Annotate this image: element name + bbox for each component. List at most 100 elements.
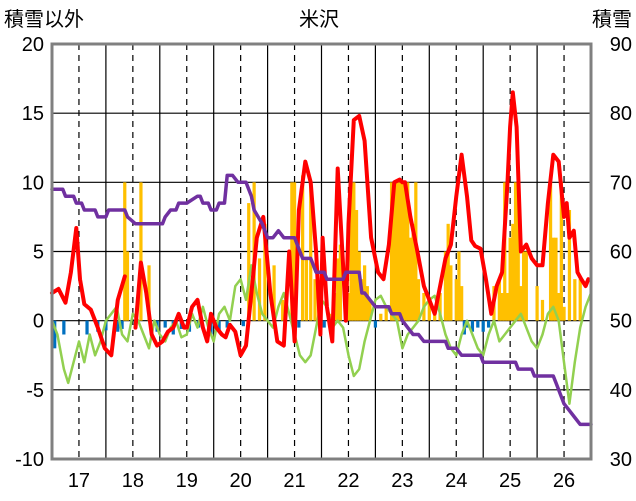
bar	[336, 258, 340, 321]
right-tick-label: 50	[610, 311, 632, 333]
left-tick-label: 15	[22, 103, 44, 125]
bar	[357, 251, 361, 321]
x-tick-label: 24	[445, 470, 467, 492]
bar	[508, 237, 512, 321]
bar	[567, 210, 572, 321]
bar	[272, 265, 276, 321]
bar	[163, 320, 167, 328]
series-line	[50, 173, 593, 427]
bar	[554, 237, 558, 321]
bar	[120, 320, 124, 329]
bar	[225, 320, 229, 328]
left-axis-label: 積雪以外	[4, 8, 84, 31]
left-axis-ticks: 20 15 10 5 0 -5 -10	[15, 34, 44, 471]
bar	[123, 182, 127, 321]
left-tick-label: 0	[33, 311, 44, 333]
bar	[389, 182, 394, 321]
x-tick-label: 23	[391, 470, 413, 492]
bar	[511, 223, 515, 321]
bar	[217, 320, 221, 331]
bar	[578, 279, 582, 321]
bar	[476, 320, 480, 328]
bar	[297, 320, 301, 328]
bar	[116, 320, 120, 332]
bar	[446, 223, 450, 321]
right-axis-ticks: 90 80 70 60 50 40 30	[610, 34, 632, 471]
x-tick-label: 22	[337, 470, 359, 492]
bar	[365, 286, 369, 321]
bar	[241, 320, 245, 327]
right-tick-label: 70	[610, 172, 632, 194]
bar	[457, 251, 461, 321]
bar	[290, 182, 294, 321]
left-tick-label: -10	[15, 449, 44, 471]
bar	[486, 320, 491, 328]
x-tick-label: 25	[499, 470, 521, 492]
bar	[500, 293, 504, 321]
x-tick-label: 19	[176, 470, 198, 492]
bar	[403, 189, 407, 321]
bar	[408, 237, 413, 321]
bar	[304, 258, 309, 321]
left-tick-label: -5	[26, 380, 44, 402]
chart-title: 米沢	[299, 8, 339, 31]
x-axis-ticks: 17 18 19 20 21 22 23 24 25 26	[68, 470, 575, 492]
bar	[368, 299, 372, 321]
bar	[360, 279, 364, 321]
bar	[53, 320, 57, 349]
bar	[562, 306, 566, 321]
bar	[398, 182, 402, 321]
bar	[301, 175, 305, 321]
bar	[460, 286, 464, 321]
bar	[535, 286, 539, 321]
bar	[522, 251, 526, 321]
x-tick-label: 18	[122, 470, 144, 492]
right-tick-label: 30	[610, 449, 632, 471]
x-tick-label: 26	[553, 470, 575, 492]
bar	[247, 203, 251, 321]
right-tick-label: 40	[610, 380, 632, 402]
bar	[406, 182, 410, 321]
bar	[147, 265, 151, 321]
series-line	[50, 90, 591, 358]
left-tick-label: 5	[33, 242, 44, 264]
bar	[505, 293, 510, 321]
bar	[548, 182, 553, 321]
bar	[551, 237, 555, 321]
bar	[263, 223, 267, 321]
bar	[349, 182, 353, 321]
bar	[573, 279, 577, 321]
plot-frame	[50, 42, 593, 461]
bar	[438, 293, 442, 321]
left-tick-label: 10	[22, 172, 44, 194]
left-tick-label: 20	[22, 34, 44, 56]
right-tick-label: 60	[610, 242, 632, 264]
bar	[454, 279, 458, 321]
bar	[395, 182, 399, 321]
x-tick-label: 20	[230, 470, 252, 492]
bar	[513, 182, 518, 321]
x-tick-label: 21	[283, 470, 305, 492]
right-tick-label: 80	[610, 103, 632, 125]
bar	[322, 320, 326, 328]
bar	[313, 279, 317, 321]
bar	[384, 306, 388, 321]
bar	[497, 279, 501, 321]
bar	[292, 182, 297, 321]
bar	[281, 299, 285, 321]
bar	[443, 251, 448, 321]
bar	[516, 182, 520, 321]
bar	[125, 251, 130, 321]
bar	[373, 320, 378, 328]
bar	[540, 299, 545, 321]
bar	[470, 320, 475, 332]
bar	[416, 279, 421, 321]
bar	[346, 293, 351, 321]
bar	[354, 210, 359, 321]
bar	[449, 265, 453, 321]
bar	[427, 299, 431, 321]
bar	[400, 182, 404, 321]
right-tick-label: 90	[610, 34, 632, 56]
bar	[62, 320, 66, 335]
